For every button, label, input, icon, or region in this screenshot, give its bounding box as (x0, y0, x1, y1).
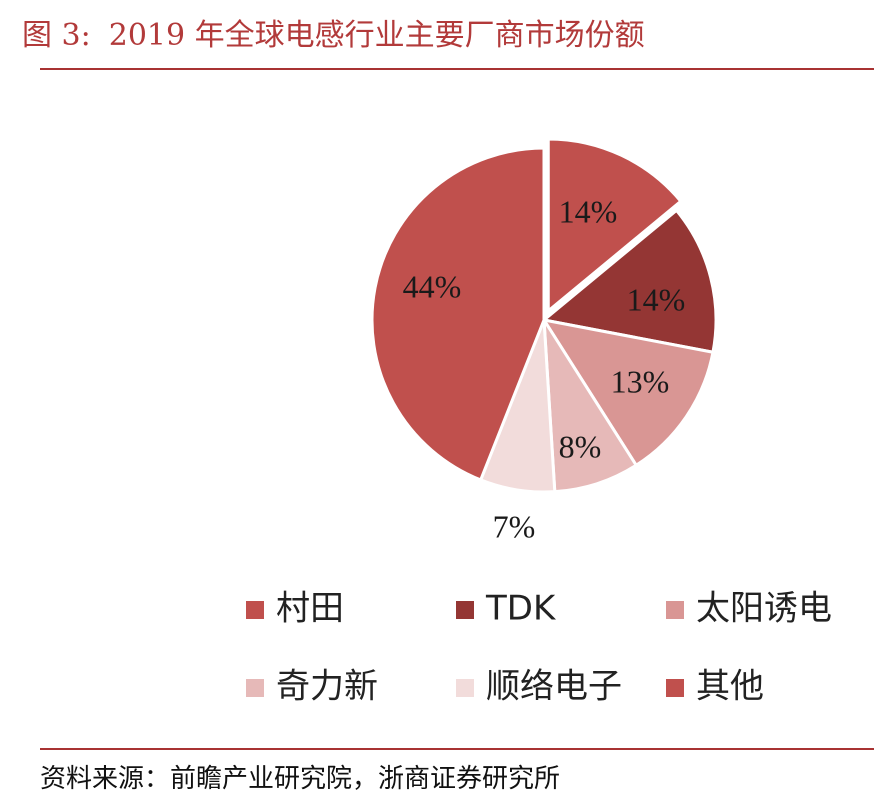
figure-label: 图 3: (22, 18, 91, 53)
legend-swatch (456, 679, 474, 697)
pie-slice (540, 208, 718, 354)
pie-slice-label: 14% (627, 281, 686, 317)
legend-swatch (456, 601, 474, 619)
source-divider (40, 748, 874, 750)
pie-slices (370, 137, 718, 494)
source-note: 资料来源：前瞻产业研究院，浙商证券研究所 (40, 764, 561, 794)
pie-slice-label: 7% (493, 508, 536, 544)
legend-label: 奇力新 (276, 667, 378, 707)
pie-slice-label: 8% (559, 428, 602, 464)
legend-swatch (666, 601, 684, 619)
legend-label: TDK (485, 589, 557, 629)
title-divider (40, 68, 874, 70)
legend-swatch (246, 601, 264, 619)
pie-percentage-labels: 14% 14% 13%8% 7% 44% (403, 193, 686, 544)
figure-title-text: 2019 年全球电感行业主要厂商市场份额 (108, 18, 645, 53)
legend-label: 村田 (276, 589, 344, 629)
pie-slice (546, 137, 683, 315)
legend-label: 顺络电子 (486, 667, 622, 707)
legend-swatch (666, 679, 684, 697)
pie-slice (540, 317, 715, 468)
legend-label: 太阳诱电 (696, 589, 832, 629)
pie-slice (370, 146, 546, 482)
pie-slice-label: 44% (403, 268, 462, 304)
legend-swatch (246, 679, 264, 697)
figure-title: 图 3: 2019 年全球电感行业主要厂商市场份额 (22, 10, 645, 54)
legend-label: 其他 (696, 667, 764, 707)
pie-slice-label: 14% (559, 193, 618, 229)
pie-slice-label: 13% (611, 363, 670, 399)
